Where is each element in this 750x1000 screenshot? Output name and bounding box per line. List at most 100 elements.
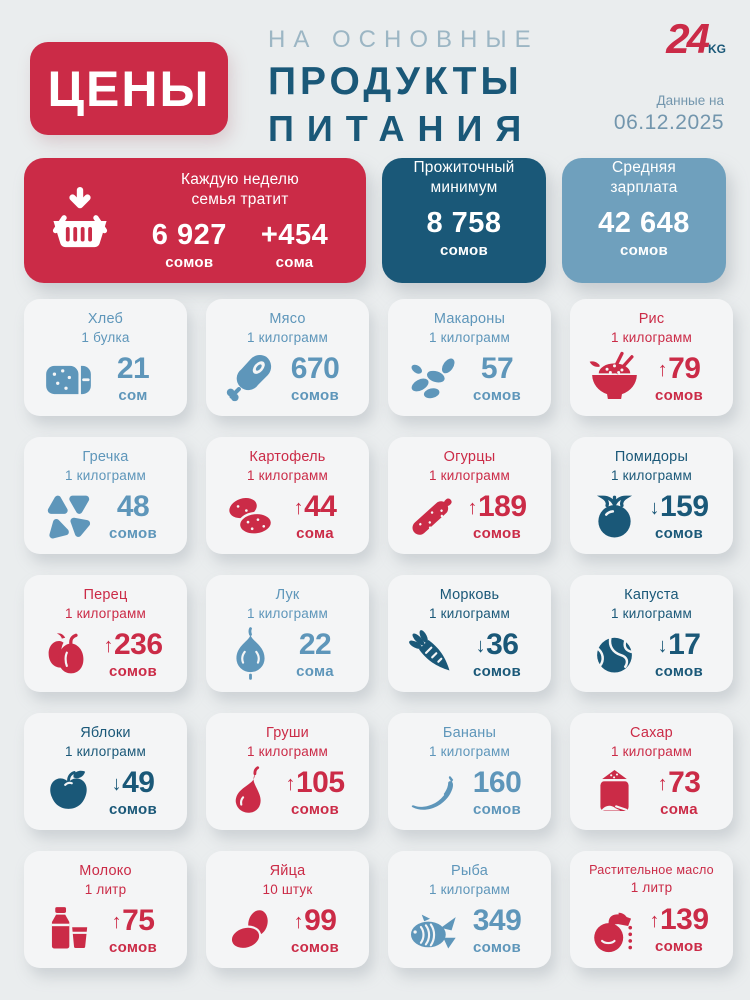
stat-amount: 8 758 — [426, 207, 502, 240]
stat-card-title: Средняя зарплата — [610, 159, 678, 197]
product-row: ↑189 сомов — [394, 483, 545, 546]
product-price-unit: сомов — [654, 662, 704, 680]
pepper-icon — [42, 627, 95, 680]
product-row: 21 сом — [30, 345, 181, 408]
stat-amount: 42 648 — [598, 207, 690, 240]
product-price: ↑73 сома — [641, 766, 717, 818]
stat-amount: 6 927 — [151, 219, 227, 252]
product-grid: Хлеб 1 булка 21 сом Мясо 1 килограмм 670 сомов М… — [24, 299, 733, 968]
stat-card-weekly-spend: Каждую неделю семья тратит 6 927 сомов +454 с… — [24, 158, 366, 283]
product-unit: 10 штук — [262, 882, 313, 897]
trend-up-icon: ↑ — [285, 772, 295, 795]
product-price: ↑79 сомов — [641, 352, 717, 404]
stat-card-body: Прожиточный минимум 8 758 сомов — [413, 158, 514, 283]
product-price-amount: ↑75 — [111, 903, 155, 937]
data-date-block: Данные на 06.12.2025 — [614, 93, 724, 135]
product-price: ↓49 сомов — [95, 766, 171, 818]
title-line-2: ПРОДУКТЫ — [268, 60, 523, 103]
product-price-unit: сомов — [472, 800, 522, 818]
product-price-unit: сом — [118, 386, 148, 404]
product-price: 57 сомов — [459, 352, 535, 404]
product-price-unit: сомов — [654, 937, 704, 955]
title-badge-text: ЦЕНЫ — [47, 60, 211, 117]
product-card-pasta: Макароны 1 килограмм 57 сомов — [388, 299, 551, 416]
product-row: ↓36 сомов — [394, 621, 545, 684]
stat-card-body: Каждую неделю семья тратит 6 927 сомов +454 с… — [128, 170, 352, 271]
trend-up-icon: ↑ — [657, 772, 668, 795]
product-unit: 1 килограмм — [65, 606, 146, 621]
product-price-unit: сомов — [472, 662, 522, 680]
trend-down-icon: ↓ — [657, 634, 668, 657]
buckwheat-icon — [42, 489, 95, 542]
product-card-eggs: Яйца 10 штук ↑99 сомов — [206, 851, 369, 968]
product-name: Груши — [266, 725, 309, 741]
product-card-pear: Груши 1 килограмм ↑105 сомов — [206, 713, 369, 830]
product-price-unit: сомов — [654, 386, 704, 404]
product-row: ↑79 сомов — [576, 345, 727, 408]
product-price-amount: ↑236 — [103, 627, 163, 661]
product-unit: 1 килограмм — [611, 468, 692, 483]
oil-icon — [588, 902, 641, 955]
product-price: ↑75 сомов — [95, 904, 171, 956]
onion-icon — [224, 627, 277, 680]
product-name: Бананы — [442, 725, 497, 741]
product-price-unit: сома — [660, 800, 698, 818]
product-unit: 1 килограмм — [247, 606, 328, 621]
title-badge: ЦЕНЫ — [30, 42, 228, 135]
product-unit: 1 килограмм — [247, 330, 328, 345]
stat-unit: сома — [275, 254, 314, 272]
product-card-cabbage: Капуста 1 килограмм ↓17 сомов — [570, 575, 733, 692]
product-card-banana: Бананы 1 килограмм 160 сомов — [388, 713, 551, 830]
product-card-apple: Яблоки 1 килограмм ↓49 сомов — [24, 713, 187, 830]
trend-down-icon: ↓ — [649, 496, 659, 519]
product-name: Помидоры — [614, 449, 689, 465]
product-row: ↑44 сома — [212, 483, 363, 546]
product-unit: 1 килограмм — [429, 468, 510, 483]
product-price: 349 сомов — [459, 904, 535, 956]
stat-card-values: 8 758 сомов — [426, 207, 501, 259]
stat-value: 8 758 сомов — [426, 207, 501, 259]
product-price-unit: сомов — [108, 938, 158, 956]
product-name: Капуста — [624, 587, 679, 603]
product-unit: 1 килограмм — [65, 744, 146, 759]
product-card-sugar: Сахар 1 килограмм ↑73 сома — [570, 713, 733, 830]
meat-icon — [224, 351, 277, 404]
product-unit: 1 килограмм — [429, 330, 510, 345]
stat-card-average-salary: Средняя зарплата 42 648 сомов — [562, 158, 726, 283]
logo-number: 24 — [666, 15, 710, 62]
product-name: Яблоки — [80, 725, 131, 741]
product-price: 22 сома — [277, 628, 353, 680]
trend-up-icon: ↑ — [103, 634, 113, 657]
product-card-potato: Картофель 1 килограмм ↑44 сома — [206, 437, 369, 554]
product-name: Молоко — [79, 863, 132, 879]
date-value: 06.12.2025 — [613, 111, 724, 134]
stat-card-living-wage: Прожиточный минимум 8 758 сомов — [382, 158, 546, 283]
product-card-oil: Растительное масло 1 литр ↑139 сомов — [570, 851, 733, 968]
stat-unit: сомов — [439, 242, 489, 260]
product-row: 57 сомов — [394, 345, 545, 408]
product-row: 670 сомов — [212, 345, 363, 408]
fish-icon — [406, 903, 459, 956]
product-card-onion: Лук 1 килограмм 22 сома — [206, 575, 369, 692]
basket-icon — [46, 186, 114, 255]
carrot-icon — [406, 627, 459, 680]
product-name: Картофель — [249, 449, 326, 465]
product-price-amount: ↑189 — [467, 489, 527, 523]
product-unit: 1 килограмм — [247, 468, 328, 483]
product-price-unit: сомов — [472, 386, 522, 404]
rice-icon — [588, 351, 641, 404]
product-price-amount: ↑79 — [657, 351, 701, 385]
product-name: Перец — [83, 587, 128, 603]
product-card-pepper: Перец 1 килограмм ↑236 сомов — [24, 575, 187, 692]
cucumber-icon — [406, 489, 459, 542]
product-unit: 1 литр — [84, 882, 127, 897]
product-price-unit: сомов — [472, 524, 522, 542]
product-price: 670 сомов — [277, 352, 353, 404]
product-price-amount: ↑99 — [293, 903, 337, 937]
product-price: ↑189 сомов — [459, 490, 535, 542]
product-card-milk: Молоко 1 литр ↑75 сомов — [24, 851, 187, 968]
product-row: ↑105 сомов — [212, 759, 363, 822]
product-unit: 1 булка — [81, 330, 130, 345]
product-unit: 1 литр — [630, 880, 673, 895]
stat-card-values: 6 927 сомов +454 сома — [152, 219, 328, 271]
